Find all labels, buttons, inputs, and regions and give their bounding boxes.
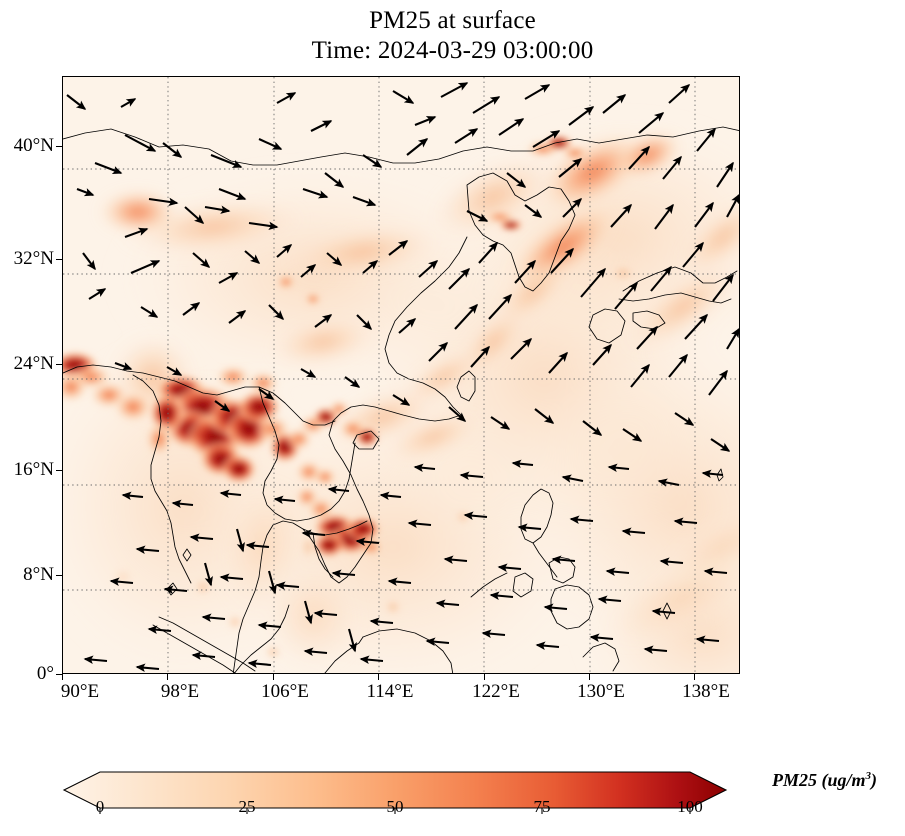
- xtickmark-90: [62, 674, 64, 680]
- xtick-106: 106°E: [261, 681, 309, 702]
- colorbar-graphic: [62, 771, 728, 814]
- map-gridlines: [63, 77, 739, 673]
- cbar-tick-0: 0: [95, 797, 105, 816]
- ytick-40: 40°N: [13, 135, 54, 156]
- x-axis-ticklabels: 90°E 98°E 106°E 114°E 122°E 130°E 138°E: [0, 681, 905, 711]
- ytick-8: 8°N: [23, 564, 54, 585]
- xtickmark-114: [378, 674, 380, 680]
- xtick-122: 122°E: [472, 681, 520, 702]
- cbar-tick-50: 50: [386, 797, 404, 816]
- ytickmark-24: [56, 364, 62, 366]
- xtick-90: 90°E: [60, 681, 100, 702]
- title-line-variable: PM25 at surface: [369, 7, 536, 34]
- colorbar[interactable]: 0 25 50 75 100 PM25 (ug/m3): [0, 762, 905, 836]
- map-plot: [63, 77, 739, 673]
- ytick-16: 16°N: [13, 459, 54, 480]
- colorbar-label-text: PM25 (ug/m: [772, 770, 866, 790]
- xtick-130: 130°E: [577, 681, 625, 702]
- xtick-98: 98°E: [160, 681, 200, 702]
- xtickmark-122: [484, 674, 486, 680]
- ytickmark-8: [56, 575, 62, 577]
- ytick-0: 0°: [36, 663, 54, 684]
- colorbar-label-suffix: ): [871, 770, 878, 790]
- ytick-24: 24°N: [13, 353, 54, 374]
- xtickmark-98: [167, 674, 169, 680]
- title-line-time: Time: 2024-03-29 03:00:00: [311, 36, 594, 64]
- map-axes[interactable]: [62, 76, 740, 674]
- colorbar-label-exponent: 3: [865, 770, 872, 782]
- cbar-tick-75: 75: [533, 797, 551, 816]
- xtick-138: 138°E: [682, 681, 730, 702]
- y-axis-ticklabels: 0° 8°N 16°N 24°N 32°N 40°N: [0, 0, 54, 836]
- xtickmark-130: [589, 674, 591, 680]
- xtick-114: 114°E: [366, 681, 414, 702]
- xtickmark-138: [694, 674, 696, 680]
- ytickmark-0: [56, 674, 62, 676]
- ytick-32: 32°N: [13, 248, 54, 269]
- cbar-tick-25: 25: [238, 797, 256, 816]
- wind-quiver-layer: [66, 82, 739, 672]
- figure-title: PM25 at surface Time: 2024-03-29 03:00:0…: [0, 6, 905, 65]
- ytickmark-16: [56, 470, 62, 472]
- ytickmark-40: [56, 146, 62, 148]
- cbar-tick-100: 100: [677, 797, 703, 816]
- colorbar-label: PM25 (ug/m3): [772, 770, 877, 791]
- xtickmark-106: [273, 674, 275, 680]
- ytickmark-32: [56, 259, 62, 261]
